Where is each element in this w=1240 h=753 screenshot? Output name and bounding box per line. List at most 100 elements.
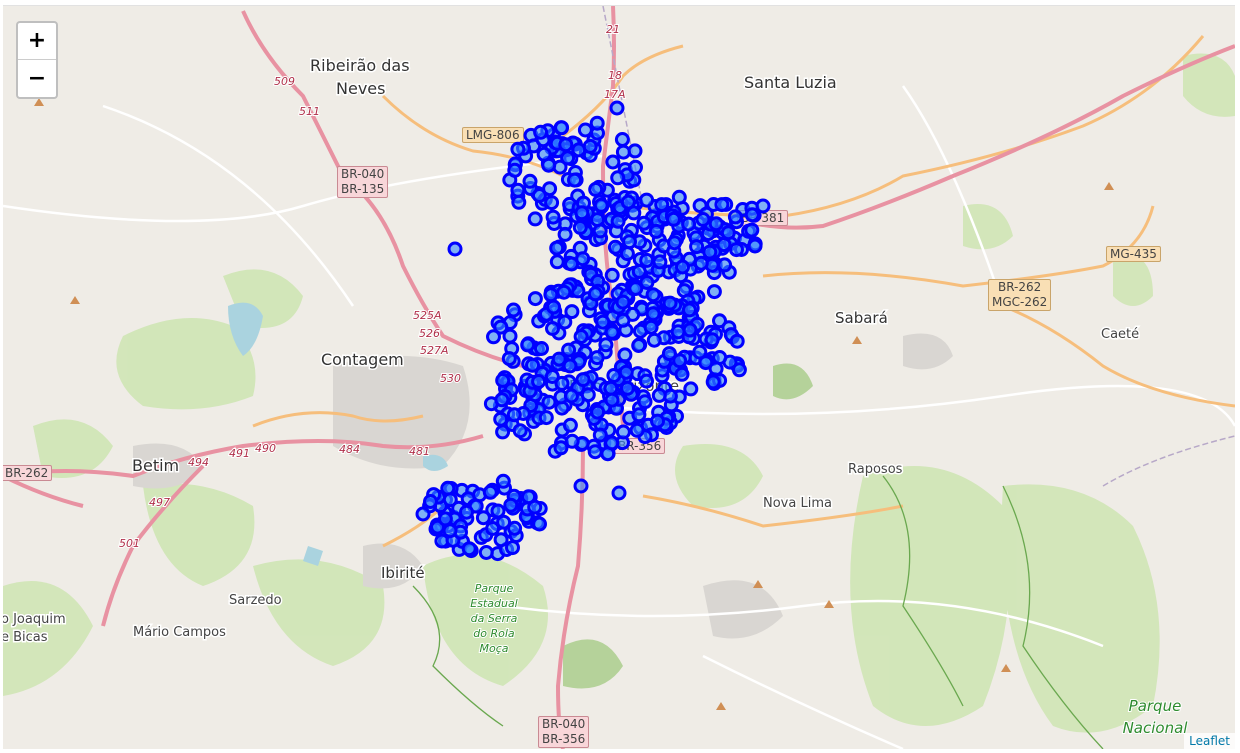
circle-marker[interactable] xyxy=(506,407,522,423)
circle-marker[interactable] xyxy=(720,225,736,241)
circle-marker[interactable] xyxy=(558,137,574,153)
circle-marker[interactable] xyxy=(520,337,536,353)
circle-marker[interactable] xyxy=(614,132,630,147)
circle-marker[interactable] xyxy=(543,287,559,303)
circle-marker[interactable] xyxy=(564,433,580,449)
circle-marker[interactable] xyxy=(667,235,682,251)
circle-marker[interactable] xyxy=(494,392,510,408)
circle-marker[interactable] xyxy=(639,252,655,268)
circle-marker[interactable] xyxy=(557,226,573,242)
circle-marker[interactable] xyxy=(459,504,474,520)
circle-marker[interactable] xyxy=(666,211,681,227)
circle-marker[interactable] xyxy=(572,219,588,235)
circle-marker[interactable] xyxy=(589,350,605,366)
circle-marker[interactable] xyxy=(706,284,722,300)
circle-marker[interactable] xyxy=(533,124,549,140)
circle-marker[interactable] xyxy=(695,212,711,227)
circle-marker[interactable] xyxy=(645,306,661,322)
circle-marker[interactable] xyxy=(531,374,547,389)
circle-marker[interactable] xyxy=(490,503,506,519)
circle-marker[interactable] xyxy=(573,329,589,344)
circle-marker[interactable] xyxy=(510,141,526,157)
circle-marker[interactable] xyxy=(631,338,647,353)
circle-marker[interactable] xyxy=(493,411,509,427)
circle-marker[interactable] xyxy=(442,523,458,539)
circle-marker[interactable] xyxy=(611,485,627,501)
circle-marker[interactable] xyxy=(527,291,543,307)
circle-marker[interactable] xyxy=(619,246,635,262)
circle-marker[interactable] xyxy=(661,346,677,362)
circle-marker[interactable] xyxy=(532,516,547,532)
circle-marker[interactable] xyxy=(573,478,589,494)
circle-marker[interactable] xyxy=(648,223,664,239)
circle-marker[interactable] xyxy=(755,198,771,214)
circle-marker[interactable] xyxy=(609,100,625,116)
circle-marker[interactable] xyxy=(645,287,661,303)
circle-marker[interactable] xyxy=(662,295,678,311)
circle-marker[interactable] xyxy=(534,341,549,356)
circle-marker[interactable] xyxy=(702,244,718,260)
zoom-in-button[interactable]: + xyxy=(18,23,56,60)
circle-marker[interactable] xyxy=(618,364,634,380)
circle-marker[interactable] xyxy=(619,380,635,396)
attribution-link[interactable]: Leaflet xyxy=(1184,733,1235,749)
circle-marker[interactable] xyxy=(507,520,523,536)
circle-marker[interactable] xyxy=(551,351,567,367)
circle-marker[interactable] xyxy=(538,410,554,426)
circle-marker[interactable] xyxy=(527,499,543,515)
circle-marker[interactable] xyxy=(628,281,644,296)
circle-marker[interactable] xyxy=(545,321,560,336)
circle-marker[interactable] xyxy=(615,144,631,160)
circle-marker[interactable] xyxy=(604,267,620,283)
circle-marker[interactable] xyxy=(683,381,699,397)
circle-marker[interactable] xyxy=(731,362,747,378)
circle-marker[interactable] xyxy=(674,366,690,382)
circle-marker[interactable] xyxy=(482,484,498,500)
circle-marker[interactable] xyxy=(631,264,647,279)
circle-marker[interactable] xyxy=(628,159,643,175)
circle-marker[interactable] xyxy=(567,172,582,188)
circle-marker[interactable] xyxy=(493,532,509,548)
circle-marker[interactable] xyxy=(575,372,591,388)
circle-marker[interactable] xyxy=(503,497,519,513)
circle-marker[interactable] xyxy=(564,304,580,320)
circle-marker[interactable] xyxy=(495,473,511,489)
circle-marker[interactable] xyxy=(637,394,653,410)
circle-marker[interactable] xyxy=(582,138,598,154)
circle-marker[interactable] xyxy=(604,435,620,451)
circle-marker[interactable] xyxy=(506,302,521,318)
circle-marker[interactable] xyxy=(682,322,698,338)
circle-marker[interactable] xyxy=(556,284,572,300)
circle-marker[interactable] xyxy=(595,314,611,330)
circle-marker[interactable] xyxy=(744,207,760,223)
marker-layer[interactable] xyxy=(3,6,1235,749)
circle-marker[interactable] xyxy=(592,427,608,443)
circle-marker[interactable] xyxy=(672,353,688,369)
circle-marker[interactable] xyxy=(495,424,511,440)
circle-marker[interactable] xyxy=(651,387,667,403)
circle-marker[interactable] xyxy=(510,182,526,198)
circle-marker[interactable] xyxy=(486,329,501,345)
circle-marker[interactable] xyxy=(606,368,622,383)
circle-marker[interactable] xyxy=(512,423,528,439)
circle-marker[interactable] xyxy=(747,238,763,254)
circle-marker[interactable] xyxy=(580,387,596,403)
circle-marker[interactable] xyxy=(574,205,590,221)
circle-marker[interactable] xyxy=(590,212,605,228)
circle-marker[interactable] xyxy=(545,209,561,225)
circle-marker[interactable] xyxy=(560,150,576,166)
circle-marker[interactable] xyxy=(650,413,665,429)
circle-marker[interactable] xyxy=(562,417,578,433)
circle-marker[interactable] xyxy=(622,234,637,250)
circle-marker[interactable] xyxy=(563,388,579,404)
circle-marker[interactable] xyxy=(507,162,523,178)
circle-marker[interactable] xyxy=(496,514,512,530)
circle-marker[interactable] xyxy=(557,314,573,330)
circle-marker[interactable] xyxy=(693,255,709,271)
circle-marker[interactable] xyxy=(607,239,623,255)
circle-marker[interactable] xyxy=(646,332,662,348)
circle-marker[interactable] xyxy=(671,189,687,205)
circle-marker[interactable] xyxy=(654,197,670,213)
circle-marker[interactable] xyxy=(525,357,540,373)
circle-marker[interactable] xyxy=(615,424,631,440)
